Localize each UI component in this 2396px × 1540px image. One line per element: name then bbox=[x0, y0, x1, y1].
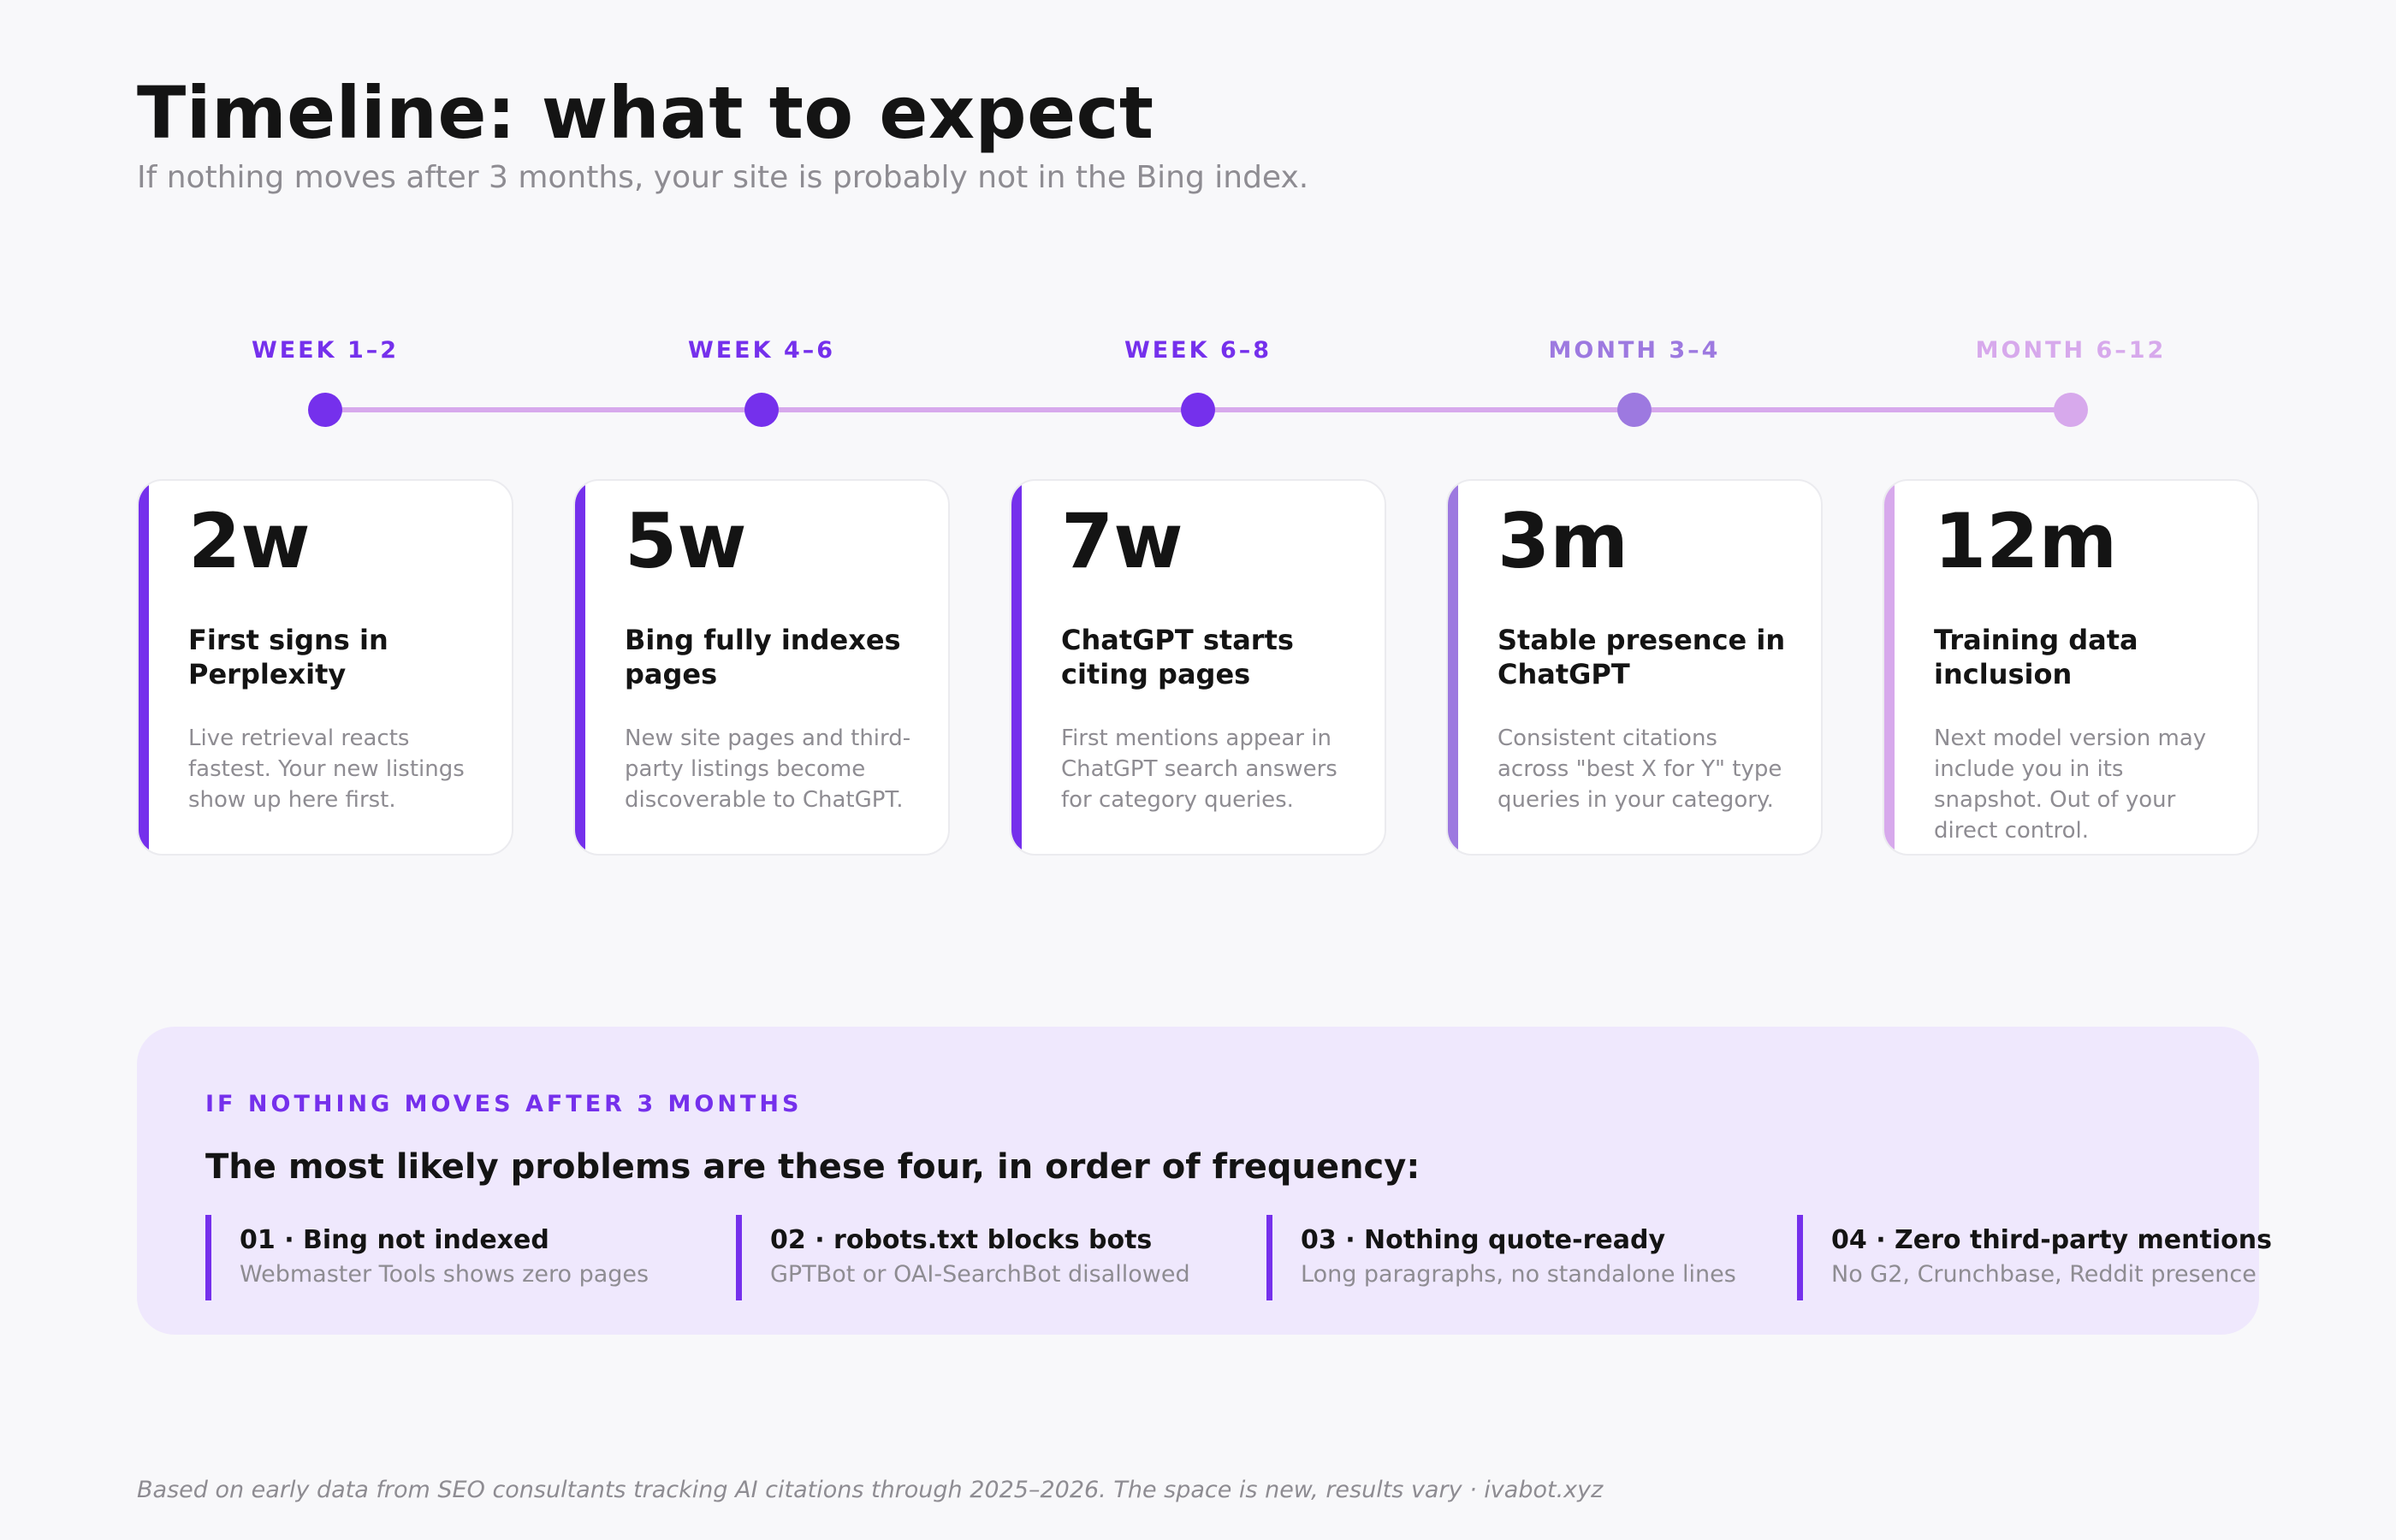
stage-dot-week-4-6 bbox=[744, 393, 779, 427]
stage-label-week-1-2: WEEK 1–2 bbox=[251, 337, 400, 364]
problem-title: 02 · robots.txt blocks bots bbox=[770, 1225, 1153, 1255]
problems-heading: The most likely problems are these four,… bbox=[205, 1147, 1420, 1187]
problem-title: 01 · Bing not indexed bbox=[240, 1225, 549, 1255]
card-description: New site pages and third-party listings … bbox=[625, 726, 911, 813]
card-heading: ChatGPT starts citing pages bbox=[1061, 624, 1294, 690]
problem-accent-bar bbox=[1266, 1215, 1272, 1300]
problem-item: 03 · Nothing quote-ready Long paragraphs… bbox=[1266, 1215, 1780, 1300]
card-accent-bar bbox=[139, 481, 149, 854]
card-description: Consistent citations across "best X for … bbox=[1498, 726, 1782, 813]
page-title: Timeline: what to expect bbox=[137, 71, 1154, 155]
stage-label-week-6-8: WEEK 6–8 bbox=[1124, 337, 1272, 364]
timeline: WEEK 1–2 WEEK 4–6 WEEK 6–8 MONTH 3–4 MON… bbox=[0, 0, 2396, 445]
problems-panel: IF NOTHING MOVES AFTER 3 MONTHS The most… bbox=[137, 1027, 2272, 1335]
problem-accent-bar bbox=[736, 1215, 742, 1300]
problem-title: 03 · Nothing quote-ready bbox=[1301, 1225, 1666, 1255]
page-subtitle: If nothing moves after 3 months, your si… bbox=[137, 160, 1309, 195]
problem-item: 01 · Bing not indexed Webmaster Tools sh… bbox=[205, 1215, 719, 1300]
stage-card-month-3-4: 3m Stable presence in ChatGPT Consistent… bbox=[1446, 479, 1823, 856]
card-duration: 7w bbox=[1061, 497, 1183, 585]
stage-card-month-6-12: 12m Training data inclusion Next model v… bbox=[1883, 479, 2259, 856]
stage-label-month-3-4: MONTH 3–4 bbox=[1548, 337, 1721, 364]
card-accent-bar bbox=[1884, 481, 1895, 854]
card-heading: Training data inclusion bbox=[1934, 624, 2138, 690]
stage-dot-week-6-8 bbox=[1181, 393, 1215, 427]
card-description: Live retrieval reacts fastest. Your new … bbox=[188, 726, 465, 813]
card-accent-bar bbox=[1448, 481, 1458, 854]
stage-card-week-1-2: 2w First signs in Perplexity Live retrie… bbox=[137, 479, 513, 856]
stage-dot-month-3-4 bbox=[1617, 393, 1652, 427]
problem-title: 04 · Zero third-party mentions bbox=[1831, 1225, 2272, 1255]
problem-description: Long paragraphs, no standalone lines bbox=[1301, 1261, 1736, 1288]
problem-description: GPTBot or OAI-SearchBot disallowed bbox=[770, 1261, 1190, 1288]
stage-dot-month-6-12 bbox=[2054, 393, 2088, 427]
card-description: Next model version may include you in it… bbox=[1934, 726, 2207, 844]
card-accent-bar bbox=[1011, 481, 1022, 854]
problem-description: Webmaster Tools shows zero pages bbox=[240, 1261, 649, 1288]
stage-card-week-6-8: 7w ChatGPT starts citing pages First men… bbox=[1010, 479, 1386, 856]
problem-item: 02 · robots.txt blocks bots GPTBot or OA… bbox=[736, 1215, 1249, 1300]
card-heading: First signs in Perplexity bbox=[188, 624, 388, 690]
card-duration: 5w bbox=[625, 497, 747, 585]
problems-kicker: IF NOTHING MOVES AFTER 3 MONTHS bbox=[205, 1091, 803, 1117]
stage-card-week-4-6: 5w Bing fully indexes pages New site pag… bbox=[573, 479, 950, 856]
stage-label-month-6-12: MONTH 6–12 bbox=[1975, 337, 2167, 364]
card-heading: Bing fully indexes pages bbox=[625, 624, 901, 690]
footer-note: Based on early data from SEO consultants… bbox=[137, 1477, 1604, 1503]
problem-accent-bar bbox=[1797, 1215, 1803, 1300]
card-duration: 3m bbox=[1498, 497, 1628, 585]
card-duration: 2w bbox=[188, 497, 311, 585]
problem-item: 04 · Zero third-party mentions No G2, Cr… bbox=[1797, 1215, 2310, 1300]
card-accent-bar bbox=[575, 481, 585, 854]
stage-dot-week-1-2 bbox=[308, 393, 342, 427]
problem-description: No G2, Crunchbase, Reddit presence bbox=[1831, 1261, 2257, 1288]
card-duration: 12m bbox=[1934, 497, 2118, 585]
stage-label-week-4-6: WEEK 4–6 bbox=[687, 337, 836, 364]
card-heading: Stable presence in ChatGPT bbox=[1498, 624, 1786, 690]
card-description: First mentions appear in ChatGPT search … bbox=[1061, 726, 1337, 813]
problem-accent-bar bbox=[205, 1215, 211, 1300]
